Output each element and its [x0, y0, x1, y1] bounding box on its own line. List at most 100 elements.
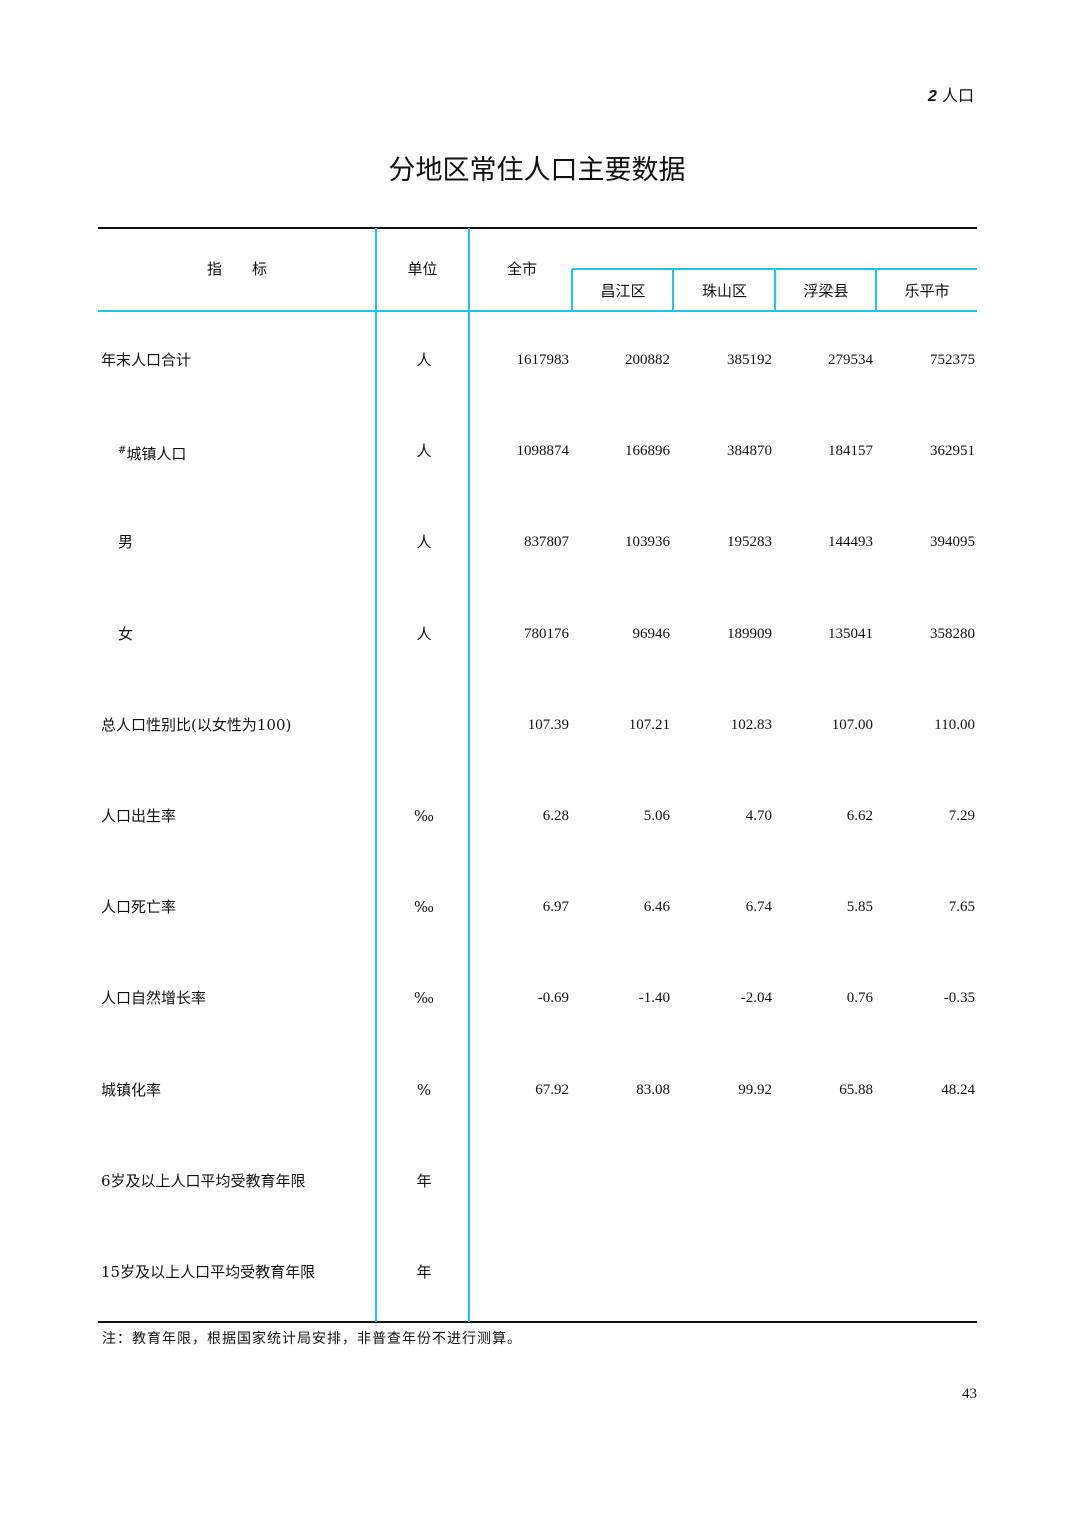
- row-unit: 年: [416, 1263, 432, 1281]
- row-unit: ‰: [413, 898, 435, 917]
- cell-value: 1617983: [516, 352, 570, 368]
- row-label: 女: [118, 625, 133, 643]
- cell-value: 135041: [828, 625, 873, 642]
- cell-value: -1.40: [638, 990, 670, 1007]
- cell-value: 6.46: [643, 899, 670, 916]
- row-unit: 人: [416, 624, 432, 643]
- row-label-text: 男: [118, 533, 134, 552]
- cell-value: 384870: [727, 443, 772, 460]
- cell-value: 200882: [625, 352, 670, 368]
- district-divider: [875, 269, 877, 311]
- cell-value: 189909: [727, 625, 772, 642]
- cell-value: 394095: [930, 534, 975, 551]
- row-label: 人口自然增长率: [101, 989, 206, 1007]
- row-label-text: 女: [118, 624, 134, 643]
- cell-value: 107.21: [628, 716, 670, 733]
- row-unit: ‰: [413, 807, 435, 825]
- row-label-text: 15岁及以上人口平均受教育年限: [101, 1263, 316, 1281]
- row-label-text: 人口自然增长率: [101, 989, 207, 1008]
- header-indicator: 指 标: [206, 260, 267, 278]
- district-divider: [774, 269, 776, 311]
- chapter-number: 2: [928, 88, 937, 105]
- cell-value: 4.70: [745, 808, 772, 824]
- row-unit: %: [416, 1080, 432, 1099]
- column-divider: [468, 228, 470, 1322]
- row-label: 人口死亡率: [101, 898, 176, 916]
- cell-value: 385192: [727, 352, 772, 368]
- cell-value: 102.83: [730, 716, 772, 733]
- cell-value: 752375: [930, 352, 975, 368]
- table-top-rule: [98, 227, 977, 229]
- cell-value: 166896: [625, 443, 670, 460]
- cell-value: 65.88: [839, 1081, 873, 1098]
- cell-value: 6.74: [745, 899, 772, 916]
- running-header: 2 人口: [928, 87, 974, 106]
- cell-value: 362951: [930, 443, 975, 460]
- chapter-title: 人口: [942, 86, 975, 105]
- district-divider: [571, 269, 573, 311]
- cell-value: 110.00: [934, 716, 975, 733]
- cell-value: 279534: [828, 352, 873, 368]
- row-unit: ‰: [413, 989, 435, 1008]
- cell-value: 67.92: [535, 1081, 569, 1098]
- row-prefix: #: [118, 445, 127, 457]
- cell-value: 107.00: [831, 716, 873, 733]
- row-label-text: 总人口性别比(以女性为100): [101, 715, 292, 734]
- row-label-text: 人口死亡率: [101, 898, 177, 917]
- cell-value: 0.76: [846, 990, 873, 1007]
- cell-value: 5.85: [846, 899, 873, 916]
- header-district: 乐平市: [904, 282, 950, 300]
- page-number: 43: [962, 1386, 977, 1402]
- column-divider: [375, 228, 377, 1322]
- row-label: 年末人口合计: [101, 351, 191, 369]
- cell-value: 5.06: [643, 808, 670, 824]
- row-label: 6岁及以上人口平均受教育年限: [101, 1172, 306, 1190]
- row-label: 15岁及以上人口平均受教育年限: [101, 1263, 315, 1281]
- cell-value: 195283: [727, 534, 772, 551]
- cell-value: 48.24: [941, 1081, 975, 1098]
- page-title: 分地区常住人口主要数据: [388, 155, 686, 186]
- cell-value: 780176: [524, 625, 569, 642]
- cell-value: -0.35: [943, 990, 975, 1007]
- row-unit: 年: [416, 1171, 432, 1190]
- cell-value: 6.28: [542, 808, 569, 824]
- cell-value: -2.04: [740, 990, 772, 1007]
- cell-value: 6.97: [542, 899, 569, 916]
- cell-value: 96946: [632, 625, 671, 642]
- row-unit: 人: [416, 351, 432, 369]
- cell-value: 107.39: [527, 716, 569, 733]
- cell-value: -0.69: [537, 990, 569, 1007]
- row-label: #城镇人口: [118, 442, 186, 463]
- row-label: 男: [118, 533, 133, 551]
- header-district: 昌江区: [600, 282, 646, 300]
- header-unit: 单位: [407, 260, 438, 278]
- district-divider: [672, 269, 674, 311]
- row-label-text: 城镇化率: [101, 1080, 162, 1099]
- header-district: 浮梁县: [803, 282, 849, 300]
- table-note: 注：教育年限，根据国家统计局安排，非普查年份不进行测算。: [102, 1331, 522, 1347]
- row-label-text: 人口出生率: [101, 807, 177, 825]
- cell-value: 99.92: [738, 1081, 772, 1098]
- row-unit: 人: [416, 442, 432, 461]
- table-bottom-rule: [98, 1321, 977, 1323]
- row-label-text: 城镇人口: [126, 445, 187, 464]
- header-bottom-rule: [98, 310, 977, 312]
- header-district: 珠山区: [701, 282, 747, 300]
- row-label-text: 6岁及以上人口平均受教育年限: [101, 1171, 306, 1190]
- row-unit: 人: [416, 533, 432, 552]
- cell-value: 358280: [930, 625, 975, 642]
- row-label-text: 年末人口合计: [101, 351, 192, 369]
- cell-value: 1098874: [516, 443, 570, 460]
- cell-value: 103936: [625, 534, 670, 551]
- header-total: 全市: [506, 260, 537, 278]
- cell-value: 837807: [524, 534, 569, 551]
- row-label: 人口出生率: [101, 807, 176, 825]
- row-label: 总人口性别比(以女性为100): [101, 716, 291, 734]
- cell-value: 184157: [828, 443, 873, 460]
- cell-value: 144493: [828, 534, 873, 551]
- cell-value: 6.62: [846, 808, 873, 824]
- cell-value: 83.08: [636, 1081, 670, 1098]
- row-label: 城镇化率: [101, 1081, 161, 1099]
- cell-value: 7.65: [948, 899, 975, 916]
- cell-value: 7.29: [948, 808, 975, 824]
